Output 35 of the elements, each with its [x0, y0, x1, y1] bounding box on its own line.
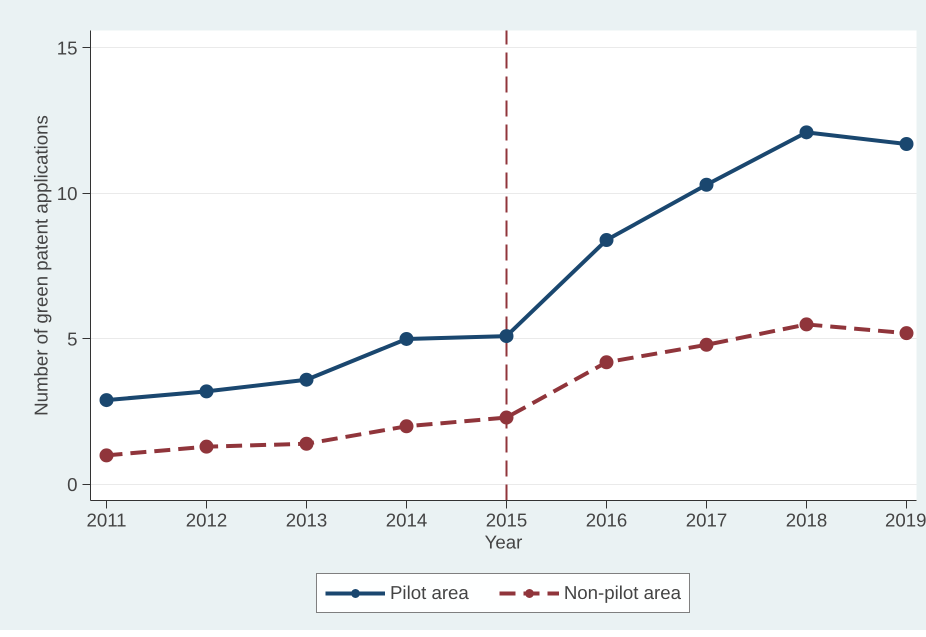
point: [800, 317, 814, 332]
point: [300, 372, 314, 387]
y-tick-label: 10: [56, 182, 78, 204]
point: [700, 338, 714, 352]
point: [400, 419, 414, 434]
x-tick-label: 2012: [186, 510, 228, 530]
x-tick-label: 2015: [486, 510, 528, 530]
y-axis-title: Number of green patent applications: [30, 115, 52, 416]
point: [100, 393, 114, 408]
x-tick-label: 2016: [586, 510, 628, 530]
point: [100, 448, 114, 462]
x-tick-label: 2011: [86, 510, 127, 530]
point: [600, 233, 614, 248]
point: [500, 410, 514, 425]
point: [600, 355, 614, 370]
y-tick-label: 15: [56, 37, 78, 58]
point: [400, 332, 414, 346]
x-tick-label: 2018: [786, 510, 828, 530]
point: [200, 440, 214, 454]
x-tick-label: 2014: [386, 510, 428, 530]
y-tick-label: 0: [67, 474, 78, 495]
legend-label: Pilot area: [390, 582, 469, 604]
legend-label: Non-pilot area: [564, 582, 682, 604]
point: [200, 384, 214, 398]
point: [900, 326, 914, 340]
point: [300, 436, 314, 451]
point: [900, 137, 914, 151]
x-tick-label: 2013: [286, 510, 328, 530]
point: [700, 178, 714, 192]
x-tick-label: 2017: [686, 510, 728, 530]
x-tick-label: 2019: [884, 510, 926, 530]
point: [800, 125, 814, 140]
x-axis-title: Year: [484, 532, 522, 552]
point: [500, 329, 514, 344]
y-tick-label: 5: [67, 328, 78, 350]
